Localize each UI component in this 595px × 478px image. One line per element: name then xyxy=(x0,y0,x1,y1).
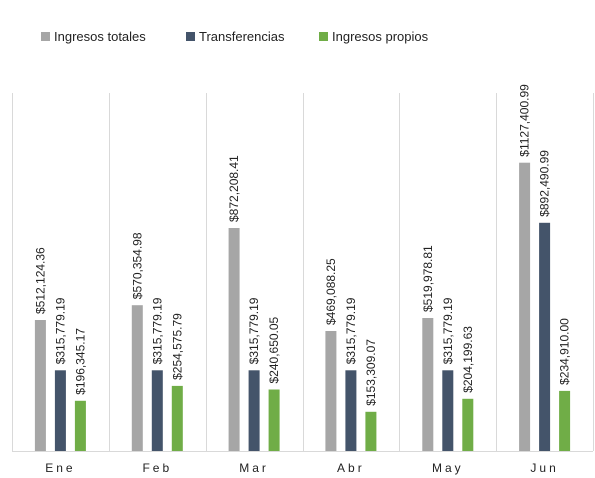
bar-transferencias-abr xyxy=(345,370,357,451)
category-label: Abr xyxy=(337,461,365,475)
data-label: $512,124.36 xyxy=(33,247,47,314)
category-label: Feb xyxy=(142,461,172,475)
bar-transferencias-jun xyxy=(539,222,551,451)
data-label: $872,208.41 xyxy=(227,155,241,222)
data-label: $254,575.79 xyxy=(170,313,184,380)
bar-ingresos-totales-feb xyxy=(131,305,143,451)
category-label: May xyxy=(432,461,464,475)
data-label: $315,779.19 xyxy=(53,297,67,364)
legend-label: Transferencias xyxy=(199,29,285,44)
data-label: $519,978.81 xyxy=(421,245,435,312)
bar-transferencias-ene xyxy=(54,370,66,451)
data-label: $892,490.99 xyxy=(538,150,552,217)
bar-ingresos-totales-mar xyxy=(228,228,240,451)
data-label: $1127,400.99 xyxy=(518,84,532,157)
data-label: $315,779.19 xyxy=(247,297,261,364)
data-label: $469,088.25 xyxy=(324,258,338,325)
data-label: $240,650.05 xyxy=(267,316,281,383)
data-label: $196,345.17 xyxy=(73,328,87,395)
bar-transferencias-may xyxy=(442,370,454,451)
bar-transferencias-feb xyxy=(151,370,163,451)
legend: Ingresos totales Transferencias Ingresos p… xyxy=(41,29,429,44)
bar-ingresos-propios-ene xyxy=(74,400,86,451)
bar-ingresos-propios-feb xyxy=(171,385,183,451)
data-label: $570,354.98 xyxy=(130,232,144,299)
bar-ingresos-propios-may xyxy=(462,398,474,451)
category-label: Ene xyxy=(45,461,75,475)
bar-ingresos-totales-may xyxy=(422,318,434,451)
data-label: $315,779.19 xyxy=(344,297,358,364)
category-separators xyxy=(12,93,594,451)
data-label: $204,199.63 xyxy=(461,326,475,393)
data-label: $153,309.07 xyxy=(364,339,378,406)
bar-transferencias-mar xyxy=(248,370,260,451)
legend-label: Ingresos propios xyxy=(332,29,429,44)
legend-swatch xyxy=(41,32,50,41)
data-label: $234,910.00 xyxy=(558,318,572,385)
bar-ingresos-totales-jun xyxy=(519,162,531,451)
bar-ingresos-totales-ene xyxy=(34,320,46,451)
bar-ingresos-propios-abr xyxy=(365,411,377,451)
legend-swatch xyxy=(319,32,328,41)
category-label: Jun xyxy=(530,461,558,475)
data-label: $315,779.19 xyxy=(441,297,455,364)
legend-swatch xyxy=(186,32,195,41)
legend-label: Ingresos totales xyxy=(54,29,146,44)
bar-ingresos-totales-abr xyxy=(325,331,337,451)
bar-ingresos-propios-mar xyxy=(268,389,280,451)
category-label: Mar xyxy=(239,461,269,475)
bar-ingresos-propios-jun xyxy=(559,390,571,451)
data-label: $315,779.19 xyxy=(150,297,164,364)
